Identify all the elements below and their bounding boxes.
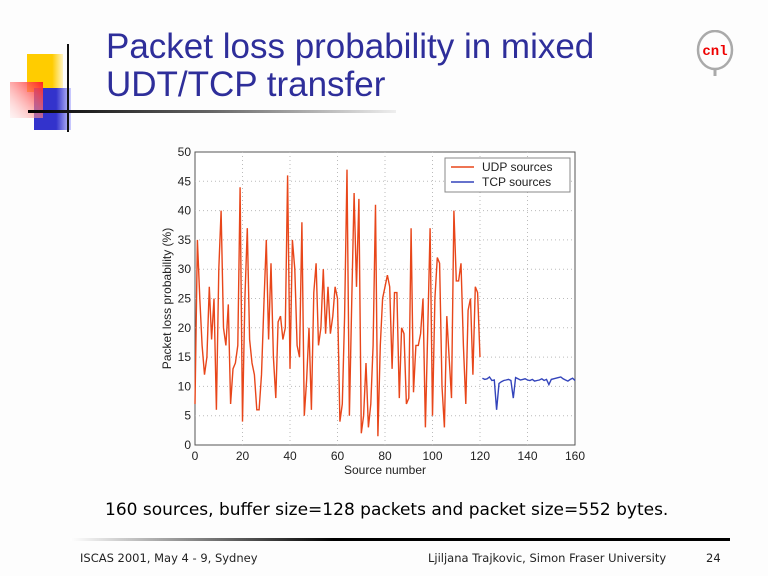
- y-tick-label: 30: [178, 262, 192, 276]
- y-tick-label: 40: [178, 204, 192, 218]
- packet-loss-chart: 0 20 40 60 80 100 120 140 160 0 5 10 15 20 25 30 35 40 45 5…: [160, 145, 585, 477]
- y-tick-label: 15: [178, 350, 192, 364]
- y-tick-label: 50: [178, 145, 192, 159]
- legend: [444, 157, 571, 193]
- y-axis-label: Packet loss probability (%): [160, 228, 174, 369]
- cnl-logo: cnl: [696, 30, 734, 76]
- x-tick-label: 80: [378, 449, 392, 463]
- y-tick-label: 0: [184, 438, 191, 452]
- vertical-rule: [67, 44, 69, 132]
- legend-label: UDP sources: [482, 160, 552, 174]
- x-axis-label: Source number: [344, 463, 426, 477]
- x-tick-label: 40: [283, 449, 297, 463]
- slide-title: Packet loss probability in mixed UDT/TCP…: [106, 28, 594, 104]
- x-tick-label: 160: [565, 449, 585, 463]
- y-tick-label: 45: [178, 174, 192, 188]
- x-tick-label: 20: [236, 449, 250, 463]
- series-line-udp-sources: [194, 169, 481, 437]
- x-tick-label: 60: [331, 449, 345, 463]
- x-tick-label: 0: [192, 449, 199, 463]
- y-tick-label: 10: [178, 379, 192, 393]
- y-tick-label: 5: [184, 409, 191, 423]
- footer-divider: [70, 538, 730, 541]
- series-line-tcp-sources: [482, 376, 576, 410]
- page-number: 24: [706, 551, 721, 565]
- x-tick-label: 100: [422, 449, 442, 463]
- y-tick-label: 35: [178, 233, 192, 247]
- x-tick-label: 120: [470, 449, 490, 463]
- x-tick-label: 140: [517, 449, 537, 463]
- footer-author: Ljiljana Trajkovic, Simon Fraser Univers…: [428, 551, 667, 565]
- title-underline: [28, 110, 396, 113]
- slide-caption: 160 sources, buffer size=128 packets and…: [105, 500, 669, 520]
- legend-label: TCP sources: [482, 175, 551, 189]
- y-tick-label: 25: [178, 292, 192, 306]
- title-line-1: Packet loss probability in mixed: [106, 27, 595, 66]
- footer-conference: ISCAS 2001, May 4 - 9, Sydney: [80, 551, 258, 565]
- y-tick-label: 20: [178, 321, 192, 335]
- svg-text:cnl: cnl: [702, 44, 727, 60]
- title-line-2: UDT/TCP transfer: [106, 65, 386, 104]
